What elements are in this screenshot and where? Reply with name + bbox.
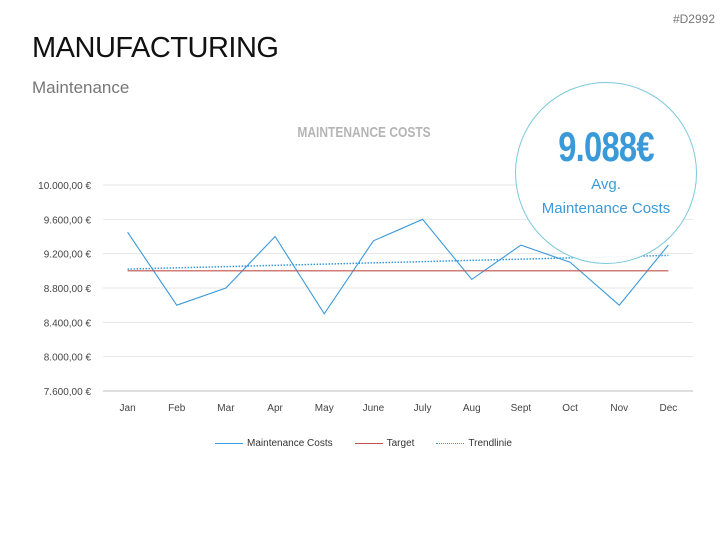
x-tick-label: Dec (660, 403, 678, 414)
x-tick-label: May (315, 403, 334, 414)
y-tick-label: 9.200,00 € (44, 250, 92, 261)
legend-label: Trendlinie (468, 438, 512, 449)
legend-label: Maintenance Costs (247, 438, 333, 449)
x-tick-label: Apr (267, 403, 283, 414)
page-subtitle: Maintenance (32, 78, 130, 97)
page-title: MANUFACTURING (32, 32, 279, 64)
x-tick-label: Nov (610, 403, 628, 414)
x-tick-label: Mar (217, 403, 235, 414)
kpi-label-2: Maintenance Costs (541, 200, 671, 217)
x-tick-label: Aug (463, 403, 481, 414)
legend-label: Target (386, 438, 415, 449)
x-tick-label: July (414, 403, 432, 414)
x-tick-label: Jan (120, 403, 136, 414)
series-maintenance-costs (127, 218, 669, 315)
legend-item-maintenance: Maintenance Costs (215, 438, 333, 449)
x-tick-label: Sept (511, 403, 532, 414)
y-tick-label: 8.800,00 € (44, 284, 92, 295)
x-tick-label: June (363, 403, 385, 414)
legend-item-target: Target (354, 438, 415, 449)
kpi-circle: 9.088€ Avg. Maintenance Costs (515, 82, 697, 264)
chart-title: MAINTENANCE COSTS (297, 124, 431, 141)
legend-item-trend: Trendlinie (436, 438, 512, 449)
kpi-value: 9.088€ (558, 123, 654, 170)
kpi-label-1: Avg. (591, 176, 621, 193)
y-tick-label: 8.400,00 € (44, 318, 92, 329)
x-tick-label: Feb (168, 403, 186, 414)
slide-code: #D2992 (672, 12, 715, 26)
x-tick-label: Oct (562, 403, 578, 414)
y-tick-label: 8.000,00 € (44, 353, 92, 364)
y-tick-label: 9.600,00 € (44, 215, 92, 226)
y-tick-label: 10.000,00 € (38, 181, 91, 192)
legend: Maintenance Costs Target Trendlinie (0, 438, 727, 449)
y-tick-label: 7.600,00 € (44, 387, 92, 398)
